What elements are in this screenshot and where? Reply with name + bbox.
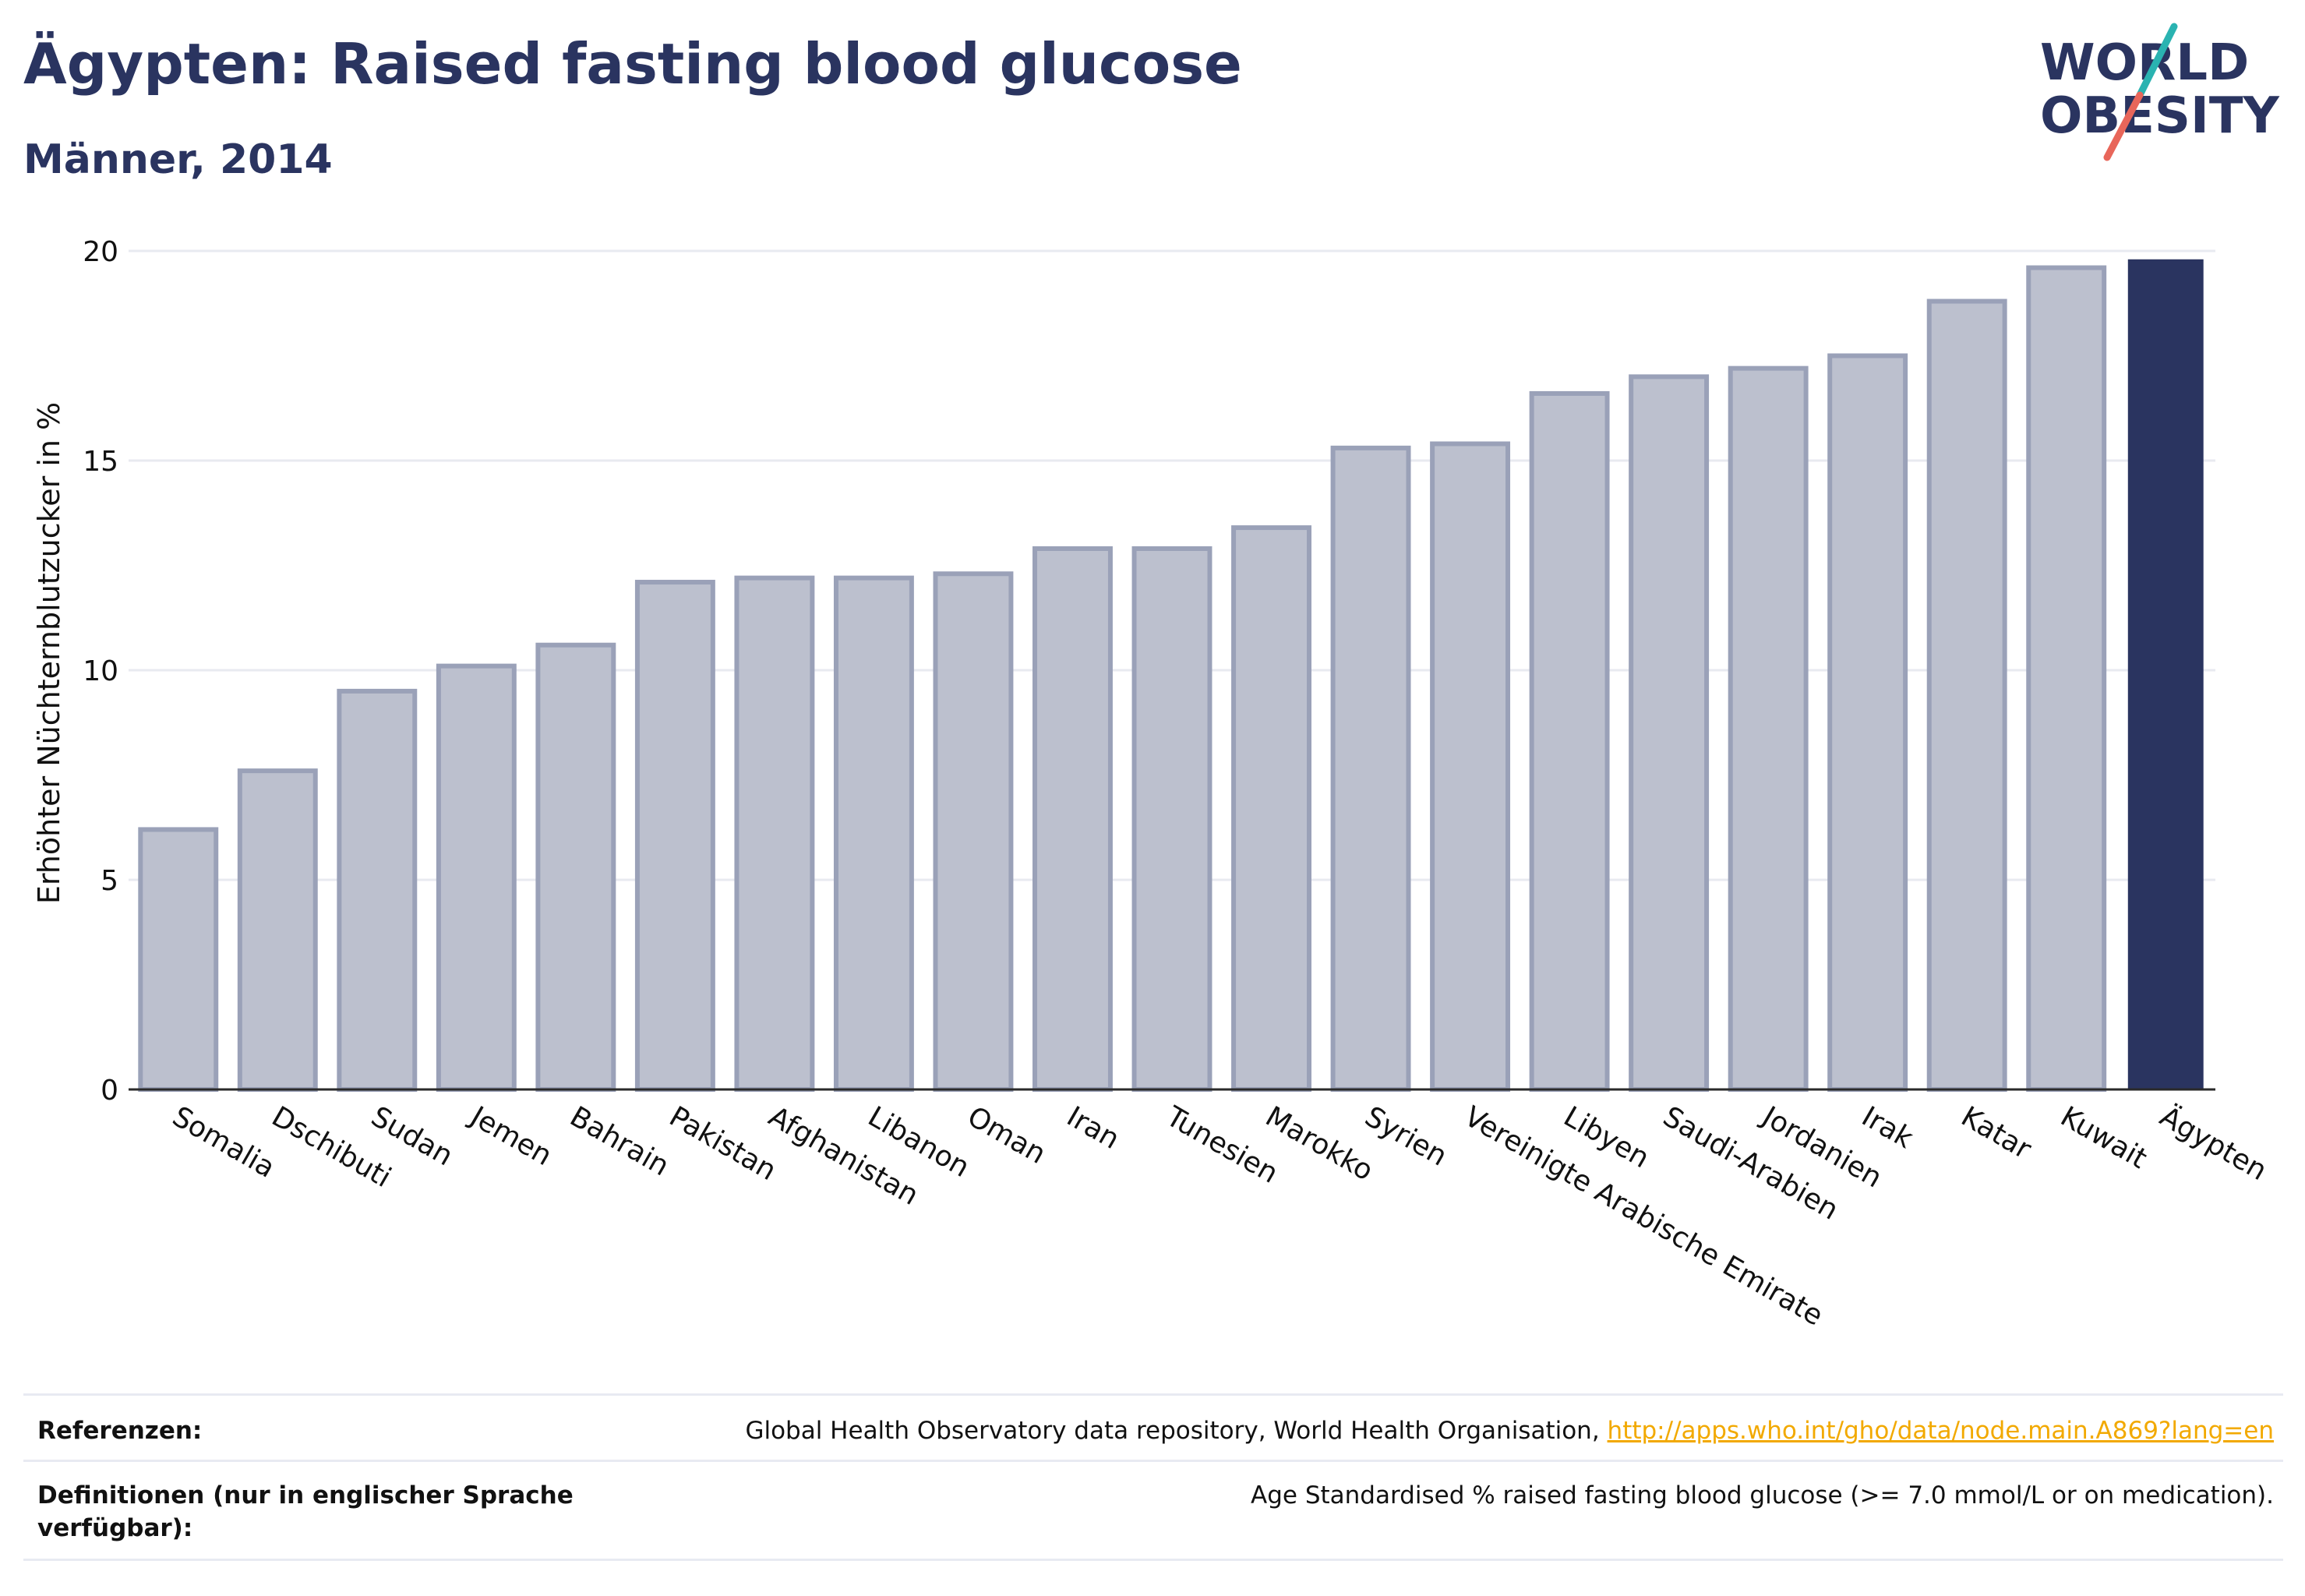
bar bbox=[1728, 365, 1809, 1092]
bar bbox=[1131, 546, 1213, 1092]
logo-slash-coral bbox=[2103, 91, 2144, 161]
references-value: Global Health Observatory data repositor… bbox=[745, 1414, 2283, 1447]
x-tick-label: Irak bbox=[1856, 1100, 1918, 1155]
bars bbox=[138, 259, 2204, 1093]
references-label: Referenzen: bbox=[37, 1417, 203, 1445]
x-tick-label: Marokko bbox=[1260, 1100, 1378, 1187]
logo-text-obesity: OBESITY bbox=[2040, 87, 2279, 145]
bar bbox=[1032, 546, 1113, 1092]
x-tick-label: Kuwait bbox=[2055, 1100, 2152, 1175]
footer-divider bbox=[23, 1393, 2283, 1396]
world-obesity-logo: WORLD OBESITY bbox=[2040, 23, 2279, 161]
y-tick-label: 10 bbox=[83, 655, 118, 687]
y-axis-ticks: 0 5 10 15 20 bbox=[83, 236, 118, 1107]
bar bbox=[933, 571, 1014, 1092]
definitions-row: Definitionen (nur in englischer Sprache … bbox=[23, 1462, 2283, 1559]
x-tick-label: Tunesien bbox=[1160, 1100, 1283, 1190]
bar bbox=[1629, 374, 1710, 1092]
references-row: Referenzen: Global Health Observatory da… bbox=[23, 1396, 2283, 1460]
y-axis-title: Erhöhter Nüchternblutzucker in % bbox=[32, 402, 66, 904]
bar bbox=[1926, 298, 2007, 1092]
y-tick-label: 5 bbox=[101, 865, 118, 897]
bar bbox=[237, 768, 318, 1092]
y-tick-label: 20 bbox=[83, 236, 118, 268]
bar bbox=[1827, 353, 1908, 1092]
bar bbox=[436, 663, 517, 1092]
bar bbox=[535, 642, 616, 1092]
bar bbox=[734, 575, 815, 1092]
footer-divider bbox=[23, 1460, 2283, 1462]
bar bbox=[2026, 265, 2107, 1092]
x-tick-label: Bahrain bbox=[564, 1100, 674, 1182]
x-tick-label: Somalia bbox=[167, 1100, 280, 1185]
definitions-value: Age Standardised % raised fasting blood … bbox=[1251, 1481, 2274, 1509]
y-tick-label: 0 bbox=[101, 1075, 118, 1107]
footer-divider bbox=[23, 1559, 2283, 1561]
bar bbox=[1330, 445, 1411, 1092]
bar bbox=[1430, 441, 1511, 1092]
chart-title: Ägypten: Raised fasting blood glucose bbox=[23, 31, 1242, 97]
bar bbox=[1231, 525, 1311, 1092]
x-tick-label: Ägypten bbox=[2155, 1100, 2273, 1187]
x-tick-label: Katar bbox=[1956, 1100, 2037, 1166]
x-tick-label: Pakistan bbox=[664, 1100, 782, 1187]
bar-highlight bbox=[2127, 259, 2204, 1089]
y-tick-label: 15 bbox=[83, 446, 118, 478]
x-tick-label: Oman bbox=[962, 1100, 1050, 1171]
x-tick-label: Jemen bbox=[464, 1100, 557, 1172]
references-link[interactable]: http://apps.who.int/gho/data/node.main.A… bbox=[1607, 1417, 2274, 1445]
footer-table: Referenzen: Global Health Observatory da… bbox=[23, 1393, 2283, 1561]
references-text: Global Health Observatory data repositor… bbox=[745, 1417, 1600, 1445]
logo-slash-teal bbox=[2136, 23, 2178, 99]
x-tick-label: Iran bbox=[1061, 1100, 1124, 1156]
bar bbox=[833, 575, 914, 1092]
x-tick-label: Saudi-Arabien bbox=[1657, 1100, 1844, 1227]
bar bbox=[337, 688, 418, 1093]
chart-subtitle: Männer, 2014 bbox=[23, 136, 333, 183]
bar bbox=[1529, 390, 1610, 1093]
bar bbox=[634, 580, 715, 1092]
bar bbox=[138, 827, 219, 1092]
definitions-label: Definitionen (nur in englischer Sprache … bbox=[37, 1481, 574, 1542]
